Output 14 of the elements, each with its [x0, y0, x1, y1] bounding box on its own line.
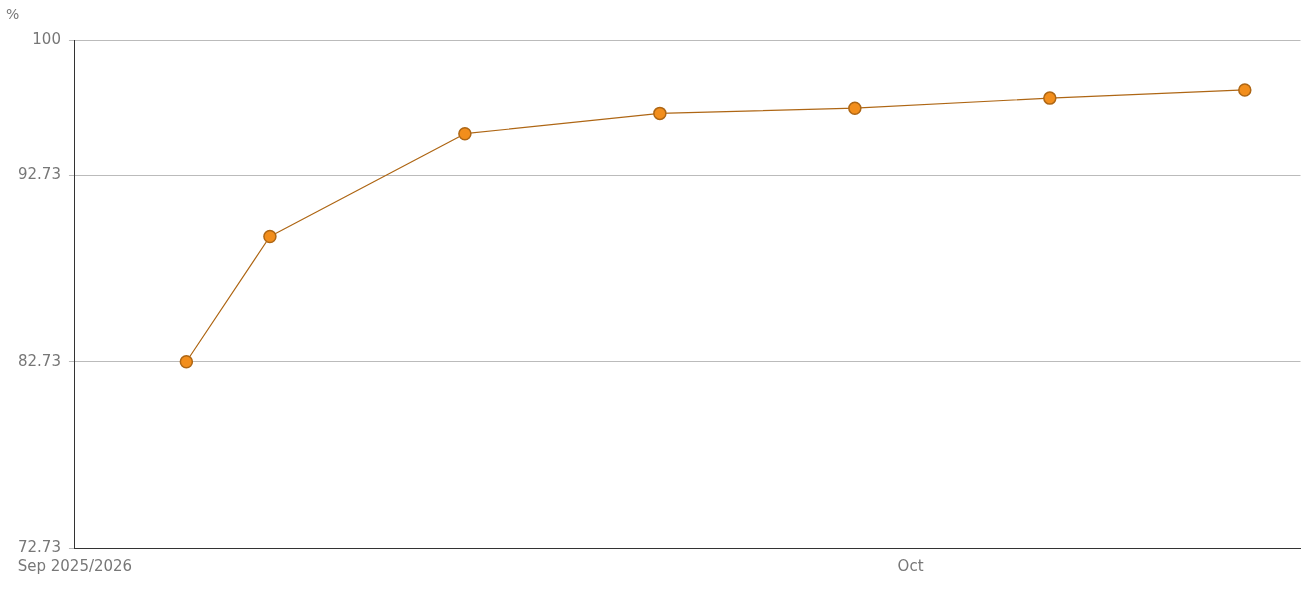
y-axis-title: %	[6, 6, 20, 22]
point	[1043, 91, 1057, 105]
y-tick-label: 92.73	[17, 165, 61, 184]
point	[848, 101, 862, 115]
y-tick-label: 100	[32, 29, 61, 48]
point	[653, 106, 667, 121]
y-tick-label: 82.73	[17, 351, 61, 370]
point	[179, 354, 194, 369]
point	[458, 126, 472, 141]
point	[263, 229, 277, 244]
x-tick-label: Oct	[897, 556, 924, 575]
y-tick-label: 72.73	[17, 537, 61, 556]
point	[1238, 83, 1252, 97]
x-tick-label: Sep 2025/2026	[17, 556, 133, 575]
